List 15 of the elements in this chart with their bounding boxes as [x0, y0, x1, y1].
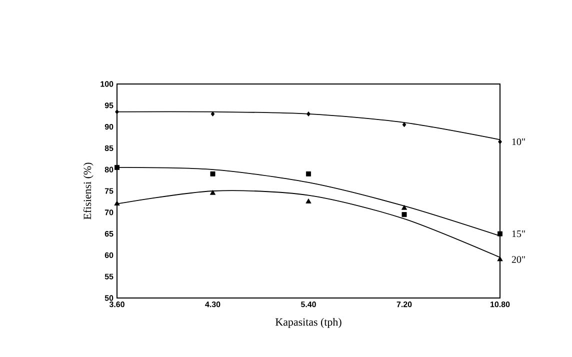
point — [401, 204, 408, 210]
y-axis-title: Efisiensi (%) — [83, 162, 94, 220]
point — [402, 122, 406, 128]
x-axis-title: Kapasitas (tph) — [275, 318, 342, 328]
point — [114, 164, 120, 170]
point — [210, 190, 216, 195]
point — [306, 198, 312, 204]
point — [306, 111, 310, 116]
point — [210, 171, 216, 176]
point — [402, 212, 407, 218]
series-label: 10" — [512, 138, 525, 146]
point — [306, 171, 311, 176]
point — [498, 231, 502, 236]
series-label: 20" — [512, 256, 525, 263]
series-label: 15" — [512, 230, 525, 238]
